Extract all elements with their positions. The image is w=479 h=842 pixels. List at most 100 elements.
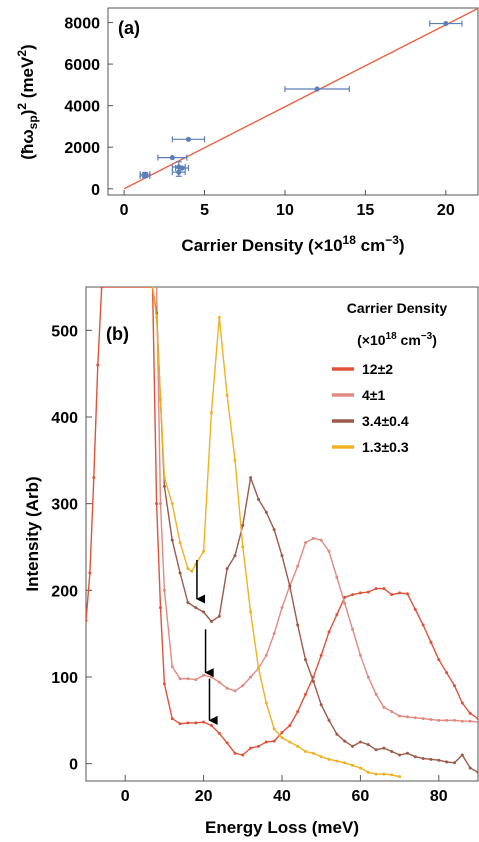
series-point (225, 393, 229, 397)
series-point (421, 717, 425, 721)
series-point (366, 743, 370, 747)
series-point (178, 541, 182, 545)
series-point (327, 630, 331, 634)
series-point (241, 753, 245, 757)
series-4 (151, 287, 402, 779)
series-point (382, 772, 386, 776)
x-tick-label: 60 (352, 788, 370, 805)
series-point (476, 720, 478, 724)
panel-b-frame (85, 286, 479, 782)
y-tick-label: 6000 (64, 57, 100, 74)
series-point (335, 613, 339, 617)
series-line (151, 287, 478, 773)
series-point (186, 677, 190, 681)
series-point (468, 766, 472, 770)
series-point (476, 717, 478, 721)
series-point (374, 748, 378, 752)
y-tick-label: 300 (51, 497, 78, 514)
series-point (335, 759, 339, 763)
series-point (158, 502, 162, 506)
series-point (398, 753, 402, 757)
series-point (327, 549, 331, 553)
series-point (390, 750, 394, 754)
series-point (202, 673, 206, 677)
series-point (280, 554, 284, 558)
series-point (366, 590, 370, 594)
series-point (437, 658, 441, 662)
panel-a-xlabel: Carrier Density (×1018 cm−3) (181, 233, 404, 255)
series-point (351, 627, 355, 631)
x-tick-label: 40 (273, 788, 291, 805)
series-point (92, 476, 96, 480)
series-point (241, 545, 245, 549)
series-point (272, 632, 276, 636)
series-point (319, 653, 323, 657)
series-point (437, 718, 441, 722)
series-point (429, 717, 433, 721)
series-point (327, 757, 331, 761)
data-point (174, 164, 190, 171)
series-point (421, 756, 425, 760)
series-point (343, 601, 347, 605)
series-point (280, 606, 284, 610)
series-point (170, 717, 174, 721)
series-point (225, 686, 229, 690)
series-point (280, 730, 284, 734)
series-point (413, 755, 417, 759)
data-point (139, 172, 151, 179)
series-point (272, 727, 276, 731)
series-point (96, 363, 100, 367)
series-point (452, 761, 456, 765)
series-point (233, 458, 237, 462)
legend-title-line2: (×1018 cm−3) (357, 331, 437, 348)
series-point (233, 689, 237, 693)
series-point (398, 714, 402, 718)
series-point (374, 772, 378, 776)
series-point (194, 678, 198, 682)
series-point (241, 684, 245, 688)
panel-b: (b) 0 100 200 300 400 500 0 20 40 60 80 Carrier D… (23, 286, 479, 837)
series-point (256, 666, 260, 670)
series-point (374, 692, 378, 696)
series-point (366, 770, 370, 774)
series-point (304, 750, 308, 754)
series-point (241, 523, 245, 527)
series-point (178, 571, 182, 575)
legend-items: 12±2 4±1 3.4±0.4 1.3±0.3 (332, 361, 409, 455)
series-point (151, 287, 155, 289)
legend-title-line1: Carrier Density (347, 300, 448, 316)
series-point (209, 620, 213, 624)
legend-label: 1.3±0.3 (362, 439, 409, 455)
series-point (319, 538, 323, 542)
series-point (296, 744, 300, 748)
series-point (460, 753, 464, 757)
series-point (374, 587, 378, 591)
series-point (178, 677, 182, 681)
series-point (186, 721, 190, 725)
series-point (468, 719, 472, 723)
series-point (421, 623, 425, 627)
series-point (209, 724, 213, 728)
series-point (343, 739, 347, 743)
series-3 (151, 287, 478, 774)
series-point (158, 606, 162, 610)
series-point (209, 411, 213, 415)
series-point (86, 619, 88, 623)
y-tick-label: 100 (51, 670, 78, 687)
series-point (351, 593, 355, 597)
x-tick-label: 15 (356, 202, 374, 219)
series-point (256, 497, 260, 501)
x-tick-label: 0 (120, 202, 129, 219)
series-point (382, 746, 386, 750)
series-point (413, 716, 417, 720)
legend: Carrier Density (×1018 cm−3) 12±2 4±1 3.4±… (332, 300, 447, 455)
series-point (319, 755, 323, 759)
series-point (202, 720, 206, 724)
series-point (358, 766, 362, 770)
y-tick-label: 400 (51, 410, 78, 427)
series-point (170, 502, 174, 506)
series-point (186, 567, 190, 571)
y-tick-label: 2000 (64, 140, 100, 157)
panel-a-ylabel: (ħωsp)2 (meV2) (15, 44, 40, 159)
series-point (264, 701, 268, 705)
